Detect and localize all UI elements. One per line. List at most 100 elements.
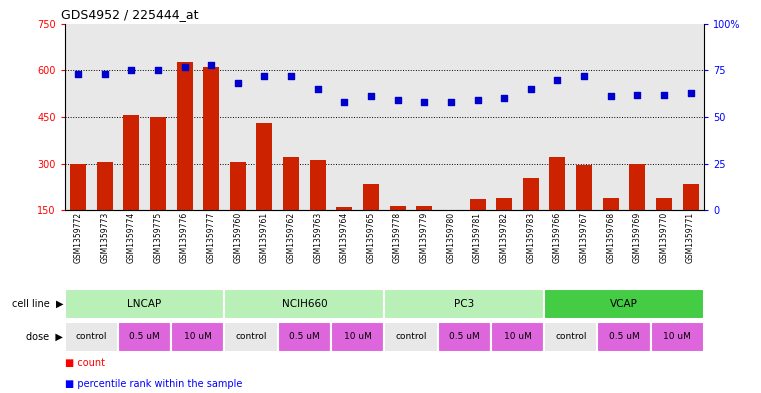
Text: GSM1359781: GSM1359781 — [473, 212, 482, 263]
Text: GSM1359764: GSM1359764 — [340, 212, 349, 263]
Text: GSM1359777: GSM1359777 — [207, 212, 215, 263]
Bar — [656, 198, 672, 210]
Text: GSM1359773: GSM1359773 — [100, 212, 109, 263]
Bar — [438, 322, 491, 352]
Text: 0.5 uM: 0.5 uM — [609, 332, 639, 342]
Bar — [150, 117, 166, 210]
Text: GSM1359779: GSM1359779 — [420, 212, 428, 263]
Bar — [171, 322, 224, 352]
Bar — [549, 157, 565, 210]
Point — [178, 63, 190, 70]
Point — [391, 97, 403, 103]
Bar — [491, 322, 544, 352]
Text: VCAP: VCAP — [610, 299, 638, 309]
Bar — [203, 67, 219, 210]
Bar — [70, 163, 86, 210]
Text: cell line  ▶: cell line ▶ — [11, 299, 63, 309]
Text: 10 uM: 10 uM — [664, 332, 691, 342]
Point — [338, 99, 350, 105]
Bar — [496, 198, 512, 210]
Bar — [65, 322, 118, 352]
Text: GSM1359763: GSM1359763 — [314, 212, 322, 263]
Bar — [651, 322, 704, 352]
Point — [524, 86, 537, 92]
Point — [498, 95, 510, 101]
Bar — [224, 322, 278, 352]
Text: GSM1359776: GSM1359776 — [180, 212, 189, 263]
Bar — [363, 184, 379, 210]
Text: GSM1359762: GSM1359762 — [287, 212, 295, 263]
Bar — [230, 162, 246, 210]
Text: GSM1359771: GSM1359771 — [686, 212, 695, 263]
Point — [419, 99, 431, 105]
Point — [444, 99, 457, 105]
Text: dose  ▶: dose ▶ — [27, 332, 63, 342]
Text: GSM1359761: GSM1359761 — [260, 212, 269, 263]
Bar — [603, 198, 619, 210]
Text: GSM1359767: GSM1359767 — [580, 212, 588, 263]
Bar — [336, 207, 352, 210]
Bar — [384, 322, 438, 352]
Text: GSM1359766: GSM1359766 — [553, 212, 562, 263]
Text: GSM1359774: GSM1359774 — [127, 212, 135, 263]
Text: GSM1359768: GSM1359768 — [607, 212, 615, 263]
Text: 10 uM: 10 uM — [504, 332, 531, 342]
Text: 10 uM: 10 uM — [184, 332, 212, 342]
Bar — [683, 184, 699, 210]
Text: control: control — [235, 332, 267, 342]
Point — [312, 86, 324, 92]
Text: PC3: PC3 — [454, 299, 474, 309]
Point — [72, 71, 84, 77]
Bar — [256, 123, 272, 210]
Bar — [65, 288, 224, 319]
Text: ■ count: ■ count — [65, 358, 105, 367]
Text: GDS4952 / 225444_at: GDS4952 / 225444_at — [62, 8, 199, 21]
Point — [551, 76, 563, 83]
Point — [231, 80, 244, 86]
Text: control: control — [555, 332, 587, 342]
Text: ■ percentile rank within the sample: ■ percentile rank within the sample — [65, 379, 242, 389]
Point — [365, 93, 377, 99]
Text: GSM1359760: GSM1359760 — [234, 212, 242, 263]
Point — [125, 67, 137, 73]
Bar — [97, 162, 113, 210]
Bar — [629, 163, 645, 210]
Point — [285, 73, 297, 79]
Text: 10 uM: 10 uM — [344, 332, 371, 342]
Text: 0.5 uM: 0.5 uM — [449, 332, 479, 342]
Bar — [597, 322, 651, 352]
Text: GSM1359769: GSM1359769 — [633, 212, 642, 263]
Bar — [576, 165, 592, 210]
Text: GSM1359775: GSM1359775 — [154, 212, 162, 263]
Bar — [443, 210, 459, 217]
Point — [604, 93, 616, 99]
Text: GSM1359765: GSM1359765 — [367, 212, 375, 263]
Text: 0.5 uM: 0.5 uM — [289, 332, 320, 342]
Text: control: control — [75, 332, 107, 342]
Point — [98, 71, 111, 77]
Point — [658, 91, 670, 97]
Text: GSM1359770: GSM1359770 — [660, 212, 668, 263]
Bar — [470, 199, 486, 210]
Text: GSM1359780: GSM1359780 — [447, 212, 455, 263]
Text: control: control — [395, 332, 427, 342]
Point — [684, 90, 696, 96]
Point — [205, 61, 218, 68]
Bar — [390, 206, 406, 210]
Point — [631, 91, 643, 97]
Bar — [544, 288, 704, 319]
Text: GSM1359782: GSM1359782 — [500, 212, 508, 263]
Bar — [224, 288, 384, 319]
Point — [151, 67, 164, 73]
Bar — [310, 160, 326, 210]
Bar — [278, 322, 331, 352]
Bar — [123, 116, 139, 210]
Text: LNCAP: LNCAP — [127, 299, 162, 309]
Bar — [118, 322, 171, 352]
Bar — [283, 157, 299, 210]
Bar — [331, 322, 384, 352]
Text: GSM1359783: GSM1359783 — [527, 212, 535, 263]
Point — [578, 73, 590, 79]
Text: GSM1359772: GSM1359772 — [74, 212, 82, 263]
Bar — [523, 178, 539, 210]
